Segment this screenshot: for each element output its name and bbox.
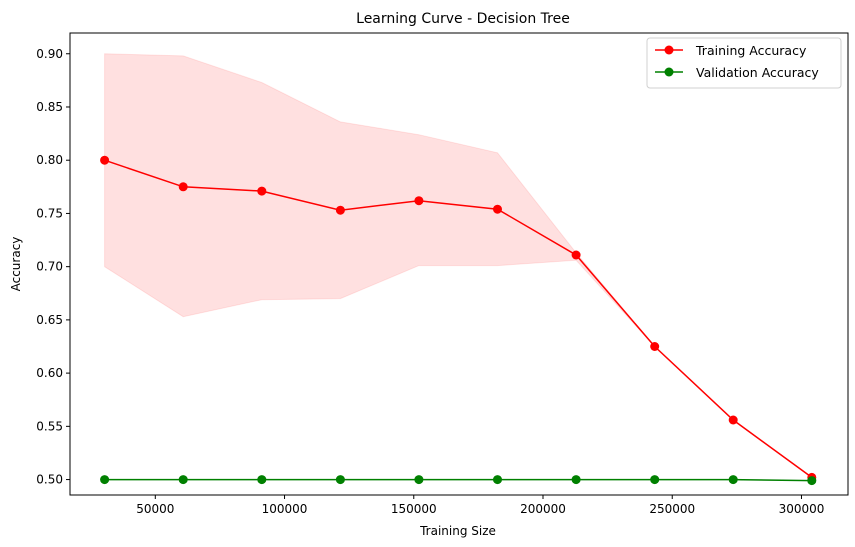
x-tick-label-3: 200000 — [520, 502, 566, 516]
series-line-0 — [104, 159, 813, 479]
series-line-1 — [104, 478, 812, 482]
series-1-point-1 — [178, 475, 188, 485]
legend-validation-label: Validation Accuracy — [696, 65, 819, 80]
series-1-point-9 — [807, 476, 817, 486]
series-0-point-0 — [100, 155, 110, 165]
x-tick-label-0: 50000 — [136, 502, 174, 516]
x-tick-label-4: 250000 — [649, 502, 695, 516]
y-tick-label-8: 0.90 — [36, 47, 63, 61]
legend-training-marker — [664, 45, 674, 55]
y-tick-label-5: 0.75 — [36, 206, 63, 220]
series-1-point-5 — [493, 475, 502, 485]
series-1-point-6 — [571, 475, 581, 485]
series-0-point-1 — [178, 182, 188, 192]
y-tick-label-6: 0.80 — [36, 153, 63, 167]
series-0-point-8 — [728, 415, 738, 425]
confidence-band-0 — [104, 53, 813, 478]
series-0-point-7 — [650, 342, 660, 351]
y-axis-label: Accuracy — [9, 237, 23, 292]
plot-area — [100, 53, 817, 486]
axis-ticks: 50000 100000 150000 200000 250000 300000 0.50 0… — [36, 47, 824, 516]
x-tick-label-1: 100000 — [262, 502, 308, 516]
series-1-point-3 — [335, 475, 345, 485]
y-tick-label-2: 0.60 — [36, 366, 63, 380]
y-tick-label-4: 0.70 — [36, 260, 63, 274]
series-0-point-5 — [493, 204, 502, 214]
x-tick-label-2: 150000 — [391, 502, 437, 516]
x-tick-label-5: 300000 — [779, 502, 825, 516]
series-0-point-2 — [257, 186, 267, 196]
legend-validation-marker — [664, 67, 674, 77]
legend-box — [646, 37, 842, 89]
y-tick-label-1: 0.55 — [36, 419, 63, 433]
axes-frame — [69, 32, 849, 496]
y-tick-label-3: 0.65 — [36, 313, 63, 327]
series-1-point-0 — [100, 475, 110, 485]
series-1-point-4 — [414, 475, 424, 485]
y-tick-label-7: 0.85 — [36, 100, 63, 114]
y-tick-label-0: 0.50 — [36, 473, 63, 487]
series-0-point-4 — [414, 196, 424, 206]
x-axis-label: Training Size — [419, 524, 496, 538]
chart-title: Learning Curve - Decision Tree — [356, 11, 570, 27]
series-1-point-2 — [257, 475, 267, 485]
legend-training-label: Training Accuracy — [695, 43, 807, 58]
legend: Training Accuracy Validation Accuracy — [646, 37, 842, 89]
series-1-point-7 — [650, 475, 660, 485]
series-0-point-3 — [335, 205, 345, 215]
series-1-point-8 — [728, 475, 738, 485]
series-0-point-6 — [571, 250, 581, 260]
